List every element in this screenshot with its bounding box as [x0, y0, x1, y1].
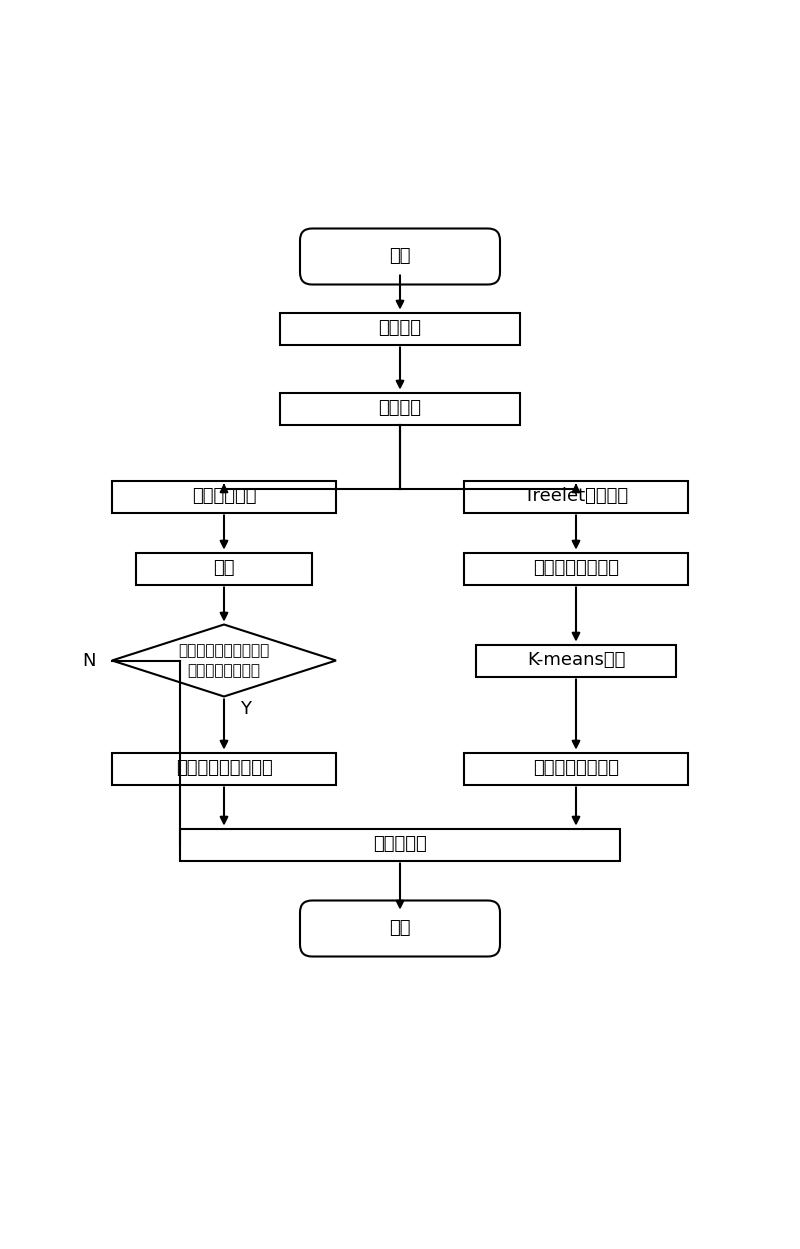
- Text: Y: Y: [240, 701, 251, 718]
- FancyBboxPatch shape: [300, 901, 500, 957]
- Text: 读入数据: 读入数据: [378, 320, 422, 337]
- Bar: [136, 552, 312, 585]
- Text: 构造差异图像: 构造差异图像: [192, 487, 256, 506]
- Bar: [112, 752, 336, 784]
- Bar: [280, 312, 520, 345]
- Text: 自适应空间信息填充: 自适应空间信息填充: [176, 759, 272, 777]
- Text: N: N: [82, 652, 96, 669]
- Text: 分类: 分类: [214, 560, 234, 577]
- Text: K-means分类: K-means分类: [527, 652, 625, 669]
- Bar: [476, 644, 676, 677]
- Bar: [464, 752, 688, 784]
- Text: 数学形态学后处理: 数学形态学后处理: [533, 759, 619, 777]
- Text: 特征与运算: 特征与运算: [373, 836, 427, 853]
- Text: 判断差异图像的标准差
是否小于先验阈值: 判断差异图像的标准差 是否小于先验阈值: [178, 643, 270, 678]
- Polygon shape: [112, 624, 336, 697]
- Text: Treelet模糊融合: Treelet模糊融合: [524, 487, 628, 506]
- Bar: [464, 552, 688, 585]
- Bar: [180, 828, 620, 861]
- Text: 开始: 开始: [390, 247, 410, 266]
- Text: 结束: 结束: [390, 919, 410, 938]
- Text: 中值滤波: 中值滤波: [378, 400, 422, 417]
- Bar: [280, 392, 520, 425]
- Text: 构造模糊差异图像: 构造模糊差异图像: [533, 560, 619, 577]
- Bar: [464, 481, 688, 512]
- Bar: [112, 481, 336, 512]
- FancyBboxPatch shape: [300, 229, 500, 285]
